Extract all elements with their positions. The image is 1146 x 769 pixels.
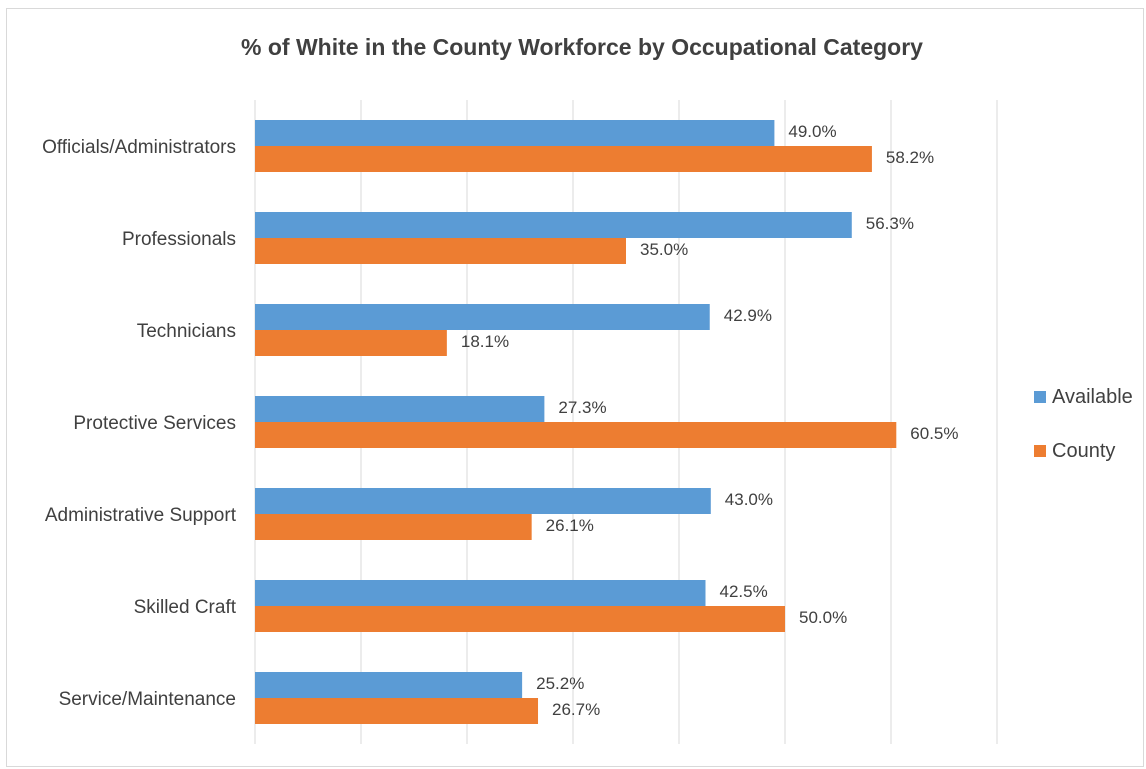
legend-item-county: County: [1034, 438, 1133, 464]
data-label-available: 42.9%: [724, 306, 772, 325]
data-label-county: 26.1%: [546, 516, 594, 535]
data-label-available: 27.3%: [558, 398, 606, 417]
bar-available: [255, 488, 711, 514]
bar-county: [255, 330, 447, 356]
bar-county: [255, 514, 532, 540]
bar-available: [255, 120, 775, 146]
bar-county: [255, 606, 785, 632]
category-label: Technicians: [137, 321, 236, 342]
legend-item-available: Available: [1034, 384, 1133, 410]
data-label-available: 56.3%: [866, 214, 914, 233]
data-label-available: 25.2%: [536, 674, 584, 693]
data-label-available: 49.0%: [788, 122, 836, 141]
bar-available: [255, 396, 545, 422]
category-label: Professionals: [122, 229, 236, 250]
data-label-county: 35.0%: [640, 240, 688, 259]
legend-swatch-available: [1034, 391, 1046, 403]
legend-label-available: Available: [1052, 385, 1133, 408]
bar-county: [255, 146, 872, 172]
data-label-county: 18.1%: [461, 332, 509, 351]
data-label-available: 43.0%: [725, 490, 773, 509]
category-label: Skilled Craft: [134, 597, 237, 618]
legend: Available County: [1034, 384, 1133, 492]
category-label: Administrative Support: [45, 505, 237, 526]
data-label-available: 42.5%: [720, 582, 768, 601]
bar-county: [255, 238, 626, 264]
category-label: Protective Services: [73, 413, 236, 434]
bar-county: [255, 422, 897, 448]
legend-swatch-county: [1034, 445, 1046, 457]
data-label-county: 60.5%: [910, 424, 958, 443]
legend-label-county: County: [1052, 439, 1116, 462]
chart-title: % of White in the County Workforce by Oc…: [241, 34, 923, 60]
bar-available: [255, 580, 706, 606]
data-label-county: 50.0%: [799, 608, 847, 627]
data-label-county: 58.2%: [886, 148, 934, 167]
bar-available: [255, 672, 523, 698]
bar-available: [255, 304, 710, 330]
category-label: Service/Maintenance: [59, 689, 236, 710]
category-label: Officials/Administrators: [42, 137, 236, 158]
data-label-county: 26.7%: [552, 700, 600, 719]
bar-county: [255, 698, 539, 724]
bar-available: [255, 212, 852, 238]
